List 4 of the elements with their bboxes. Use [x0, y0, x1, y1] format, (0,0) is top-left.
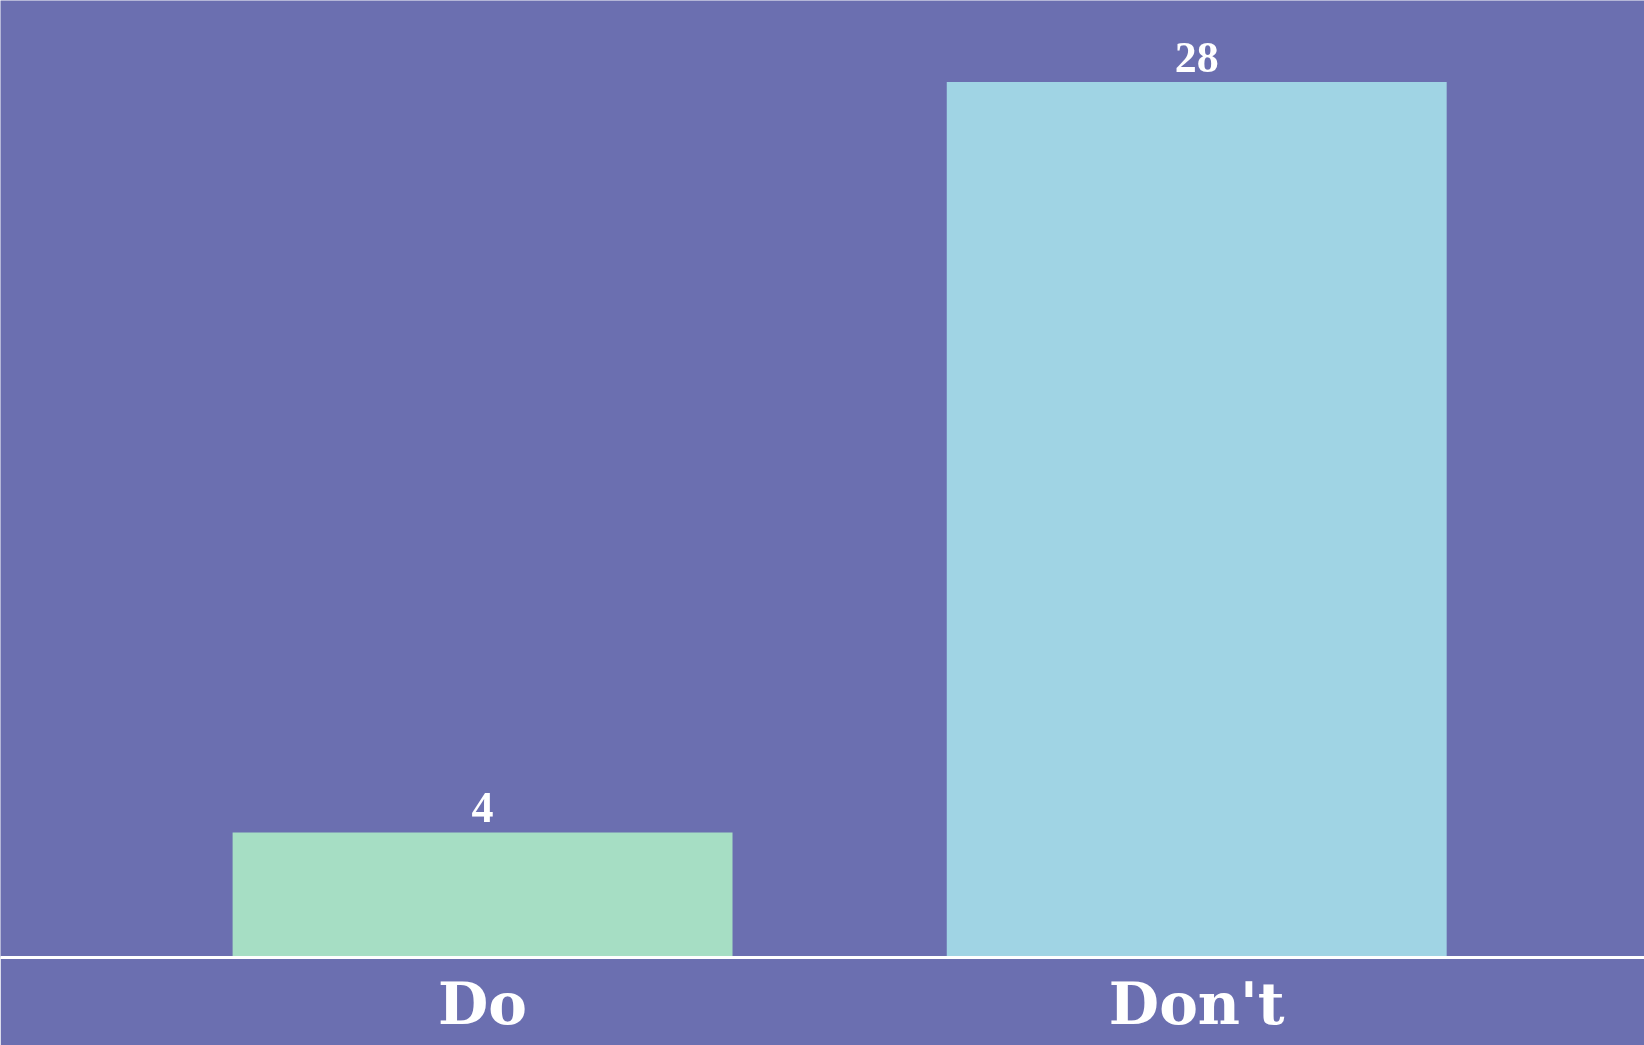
data-label: 28 — [1174, 32, 1219, 82]
data-label: 4 — [471, 783, 494, 833]
x-tick-label: Don't — [1108, 969, 1285, 1038]
x-tick-label: Do — [438, 969, 528, 1038]
